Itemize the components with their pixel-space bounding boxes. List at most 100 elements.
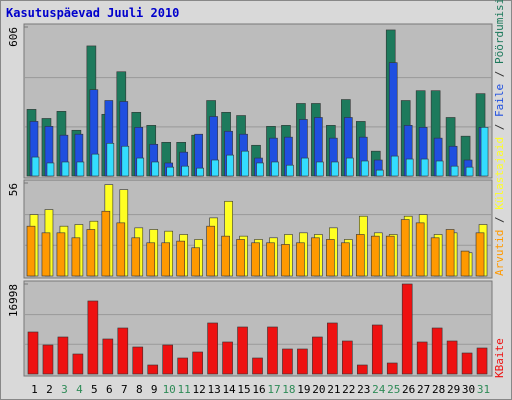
bar	[26, 225, 36, 277]
bar	[166, 166, 175, 177]
x-tick-label: 10	[163, 383, 176, 396]
x-tick-label: 23	[357, 383, 370, 396]
x-tick-label: 3	[61, 383, 68, 396]
bar	[161, 242, 171, 277]
bar	[146, 242, 156, 277]
legend-separator: /	[493, 64, 506, 84]
bar	[475, 232, 485, 277]
x-tick-label: 16	[252, 383, 265, 396]
x-tick-label: 19	[297, 383, 310, 396]
bar	[326, 239, 335, 277]
bar	[191, 247, 200, 277]
bar	[450, 165, 459, 177]
x-tick-label: 14	[222, 383, 236, 396]
y-tick-label: 16998	[7, 284, 20, 317]
x-tick-label: 4	[76, 383, 83, 396]
legend-entry: Arvutid	[493, 230, 506, 276]
x-tick-label: 15	[237, 383, 250, 396]
bar	[56, 232, 66, 277]
bar	[271, 161, 279, 177]
y-tick-label: 56	[7, 183, 20, 196]
bar	[445, 229, 455, 277]
bar	[316, 161, 324, 177]
bar	[342, 340, 353, 375]
bar	[121, 145, 130, 177]
bar	[132, 346, 144, 375]
bar	[355, 234, 365, 277]
bar	[435, 160, 444, 177]
x-tick-label: 17	[267, 383, 280, 396]
bar	[390, 155, 399, 177]
bar	[266, 242, 275, 277]
bar	[147, 364, 159, 375]
bar	[331, 161, 339, 177]
bar	[102, 338, 114, 375]
series-legend: Arvutid / Külastajaid / Faile / Pöördumi…	[493, 0, 506, 276]
bar	[476, 347, 488, 375]
bar	[431, 327, 443, 375]
bar	[461, 352, 473, 375]
bar	[416, 341, 428, 375]
bar	[31, 156, 40, 177]
bar	[176, 240, 185, 277]
bar	[296, 242, 305, 277]
legend-entry: Külastajaid	[493, 137, 506, 210]
bar	[236, 239, 245, 277]
bar	[221, 235, 230, 277]
bar	[346, 157, 354, 177]
bar	[360, 160, 369, 177]
bar	[87, 300, 99, 375]
bar	[446, 340, 458, 375]
x-tick-label: 5	[91, 383, 98, 396]
bar	[312, 336, 323, 375]
x-tick-label: 29	[447, 383, 460, 396]
bar	[192, 351, 203, 375]
bar	[196, 167, 204, 177]
bar	[72, 353, 84, 375]
bar	[430, 237, 440, 277]
bar	[27, 331, 39, 375]
x-tick-label: 28	[432, 383, 445, 396]
bar	[106, 142, 115, 177]
bar	[177, 357, 188, 375]
bar	[297, 348, 308, 375]
x-tick-label: 13	[207, 383, 220, 396]
bar	[480, 127, 489, 177]
x-tick-label: 25	[387, 383, 400, 396]
bar	[286, 164, 294, 177]
x-tick-label: 30	[462, 383, 475, 396]
x-tick-label: 7	[121, 383, 128, 396]
bar	[282, 348, 293, 375]
bar	[151, 161, 160, 177]
bar	[371, 324, 383, 375]
x-tick-label: 27	[417, 383, 430, 396]
x-tick-label: 18	[282, 383, 295, 396]
bar	[356, 364, 368, 375]
bar	[206, 225, 215, 277]
bar	[226, 154, 234, 177]
bar	[281, 244, 290, 277]
legend-separator: /	[493, 210, 506, 230]
bar	[162, 344, 174, 375]
bar	[251, 242, 260, 277]
x-tick-label: 1	[31, 383, 38, 396]
bar	[46, 162, 55, 177]
y-tick-label: 606	[7, 27, 20, 47]
bar	[301, 157, 309, 177]
legend-entry: KBaite	[493, 338, 506, 378]
bar	[420, 158, 429, 177]
bar	[386, 362, 398, 375]
series-legend: KBaite	[493, 338, 506, 378]
bar	[117, 327, 129, 375]
bar	[131, 237, 141, 277]
bar	[86, 229, 96, 277]
bar	[57, 336, 69, 375]
bar	[76, 161, 85, 177]
x-tick-label: 12	[193, 383, 206, 396]
bar	[41, 232, 51, 277]
bar	[460, 250, 470, 277]
x-tick-label: 21	[327, 383, 340, 396]
bar	[252, 357, 263, 375]
bar	[370, 235, 380, 277]
